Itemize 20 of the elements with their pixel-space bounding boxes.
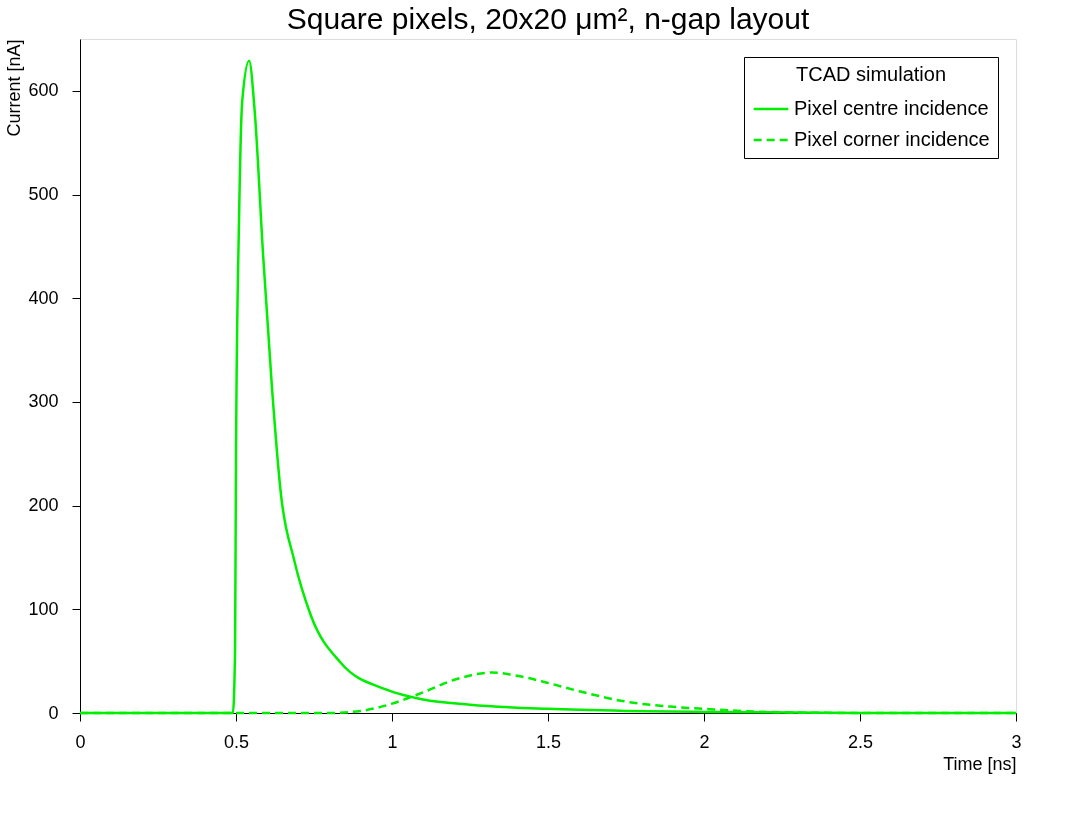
x-tick-label: 1.5 — [535, 731, 562, 752]
x-axis-title: Time [ns] — [943, 753, 1017, 774]
y-tick-label: 100 — [28, 598, 59, 619]
legend-title: TCAD simulation — [795, 63, 947, 85]
y-tick-label: 400 — [28, 287, 59, 308]
y-tick-label: 500 — [28, 184, 59, 205]
x-tick-label: 1 — [387, 731, 398, 752]
y-tick-label: 300 — [28, 391, 59, 412]
y-tick-label: 0 — [48, 702, 59, 723]
x-tick-label: 2 — [699, 731, 710, 752]
x-tick-label: 0.5 — [223, 731, 250, 752]
chart-title: Square pixels, 20x20 μm², n-gap layout — [286, 2, 810, 35]
y-tick-label: 600 — [28, 80, 59, 101]
y-axis-title: Current [nA] — [4, 39, 25, 137]
y-tick-label: 200 — [28, 495, 59, 516]
x-tick-label: 0 — [75, 731, 86, 752]
legend-label: Pixel corner incidence — [794, 128, 990, 150]
x-tick-label: 3 — [1011, 731, 1022, 752]
legend-label: Pixel centre incidence — [794, 97, 989, 119]
x-tick-label: 2.5 — [847, 731, 874, 752]
